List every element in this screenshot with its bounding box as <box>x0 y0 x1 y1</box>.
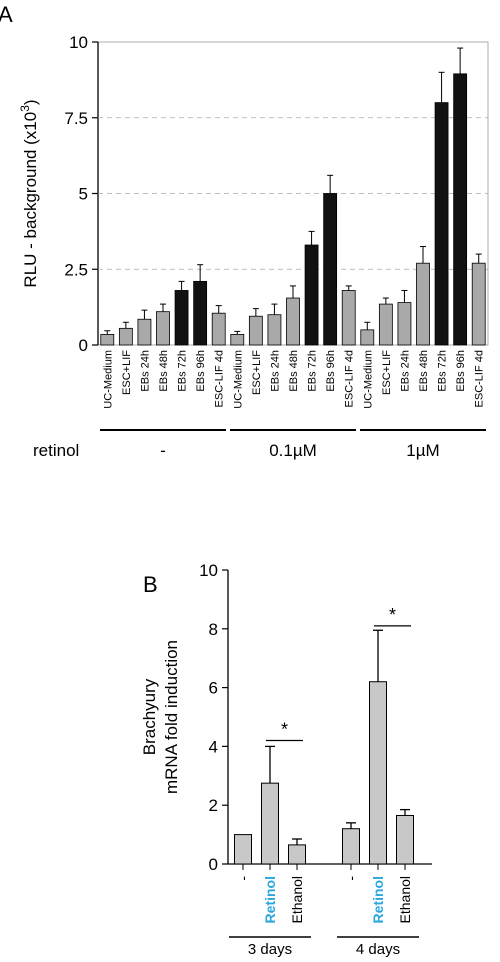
x-tick-label: ESC+LIF <box>381 350 393 395</box>
bar <box>471 262 486 346</box>
y-tick-label: 6 <box>209 679 218 698</box>
x-tick-label: Ethanol <box>397 876 413 923</box>
x-tick-label: EBs 96h <box>455 350 467 392</box>
x-tick-label: Retinol <box>370 876 386 923</box>
bar <box>174 290 189 346</box>
y-tick-label: 10 <box>199 561 218 580</box>
bar <box>267 314 282 346</box>
x-tick-label: EBs 96h <box>325 350 337 392</box>
bar <box>341 290 356 346</box>
x-tick-label: EBs 24h <box>399 350 411 392</box>
group-title: retinol <box>33 441 79 460</box>
bar <box>304 244 319 346</box>
bar <box>288 844 306 865</box>
x-tick-label: EBs 48h <box>288 350 300 392</box>
x-tick-label: EBs 72h <box>437 350 449 392</box>
bar <box>193 280 208 346</box>
bar <box>369 681 387 865</box>
bar <box>248 315 263 346</box>
y-tick-label: 7.5 <box>64 109 88 128</box>
y-tick-label: 10 <box>69 33 88 52</box>
bar <box>211 312 226 346</box>
y-axis-label: RLU - background (x103) <box>18 99 40 287</box>
bar <box>230 333 245 346</box>
x-tick-label: - <box>235 876 251 881</box>
bar <box>156 311 170 346</box>
x-tick-label: EBs 24h <box>269 350 281 392</box>
x-tick-label: EBs 24h <box>139 350 151 392</box>
x-tick-label: UC-Medium <box>232 350 244 409</box>
y-tick-label: 2.5 <box>64 260 88 279</box>
y-axis-label-line1: Brachyury <box>140 678 159 755</box>
group-label: 0.1µM <box>269 441 317 460</box>
bar <box>342 828 360 865</box>
x-tick-label: EBs 72h <box>177 350 189 392</box>
y-tick-label: 2 <box>209 796 218 815</box>
x-tick-label: ESC-LIF 4d <box>344 350 356 407</box>
y-tick-label: 5 <box>79 185 88 204</box>
x-tick-label: EBs 72h <box>307 350 319 392</box>
chart-a: 0 2.5 5 7.5 10 RLU - background (x103) UC-Medi… <box>18 33 489 460</box>
chart-b: 0 2 4 6 8 10 Brachyury mRNA fold induction - Reti… <box>140 561 432 958</box>
y-tick-label: 0 <box>79 336 88 355</box>
bar <box>453 73 468 346</box>
x-tick-label: UC-Medium <box>362 350 374 409</box>
significance-star: * <box>389 605 396 625</box>
y-tick-label: 0 <box>209 855 218 874</box>
x-tick-label: EBs 48h <box>158 350 170 392</box>
significance-star: * <box>281 720 288 740</box>
bar <box>360 329 375 346</box>
x-tick-label: ESC+LIF <box>121 350 133 395</box>
bar <box>397 302 412 346</box>
bar <box>234 834 252 865</box>
x-tick-label: EBs 96h <box>195 350 207 392</box>
bar <box>416 262 430 346</box>
x-tick-label: UC-Medium <box>102 350 114 409</box>
panel-a-label: A <box>0 2 13 27</box>
panel-b-label: B <box>143 572 158 597</box>
x-tick-label: Retinol <box>262 876 278 923</box>
bar <box>137 318 152 346</box>
bar <box>434 102 449 346</box>
x-tick-label: - <box>343 876 359 881</box>
bar <box>286 297 300 346</box>
bar <box>118 327 133 346</box>
x-tick-label: EBs 48h <box>418 350 430 392</box>
x-tick-label: ESC+LIF <box>251 350 263 395</box>
group-label: 1µM <box>406 441 439 460</box>
bar <box>323 193 338 346</box>
x-tick-label: ESC-LIF 4d <box>214 350 226 407</box>
bar <box>396 814 414 865</box>
x-tick-label: Ethanol <box>289 876 305 923</box>
y-tick-label: 8 <box>209 620 218 639</box>
group-label: 4 days <box>356 941 400 958</box>
group-label: 3 days <box>248 941 292 958</box>
x-tick-label: ESC-LIF 4d <box>474 350 486 407</box>
y-tick-label: 4 <box>209 737 218 756</box>
y-axis-label-line2: mRNA fold induction <box>162 640 181 794</box>
bar <box>261 782 279 865</box>
bar <box>378 303 393 346</box>
group-label: - <box>160 441 166 460</box>
bar <box>100 333 115 346</box>
